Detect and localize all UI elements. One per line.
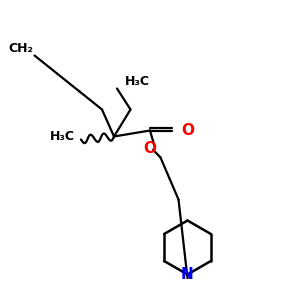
Text: O: O — [143, 141, 157, 156]
Text: N: N — [181, 267, 194, 282]
Text: O: O — [182, 123, 194, 138]
Text: H₃C: H₃C — [124, 75, 149, 88]
Text: CH₂: CH₂ — [9, 41, 33, 55]
Text: H₃C: H₃C — [50, 130, 75, 143]
